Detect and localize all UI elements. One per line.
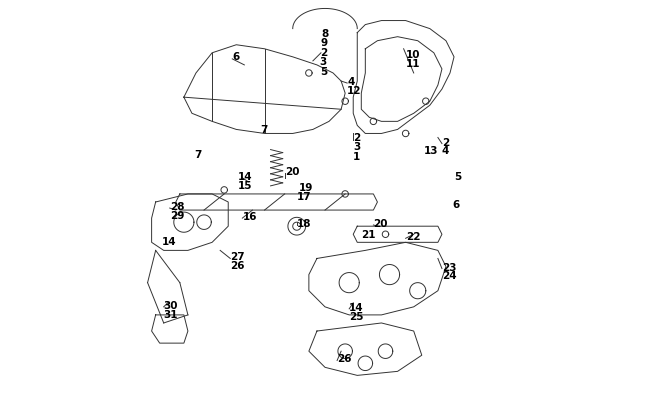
Text: 8: 8 xyxy=(321,29,328,38)
Text: 2: 2 xyxy=(442,137,449,147)
Text: 5: 5 xyxy=(454,171,462,181)
Text: 21: 21 xyxy=(361,230,376,240)
Text: 29: 29 xyxy=(170,210,184,220)
Text: 30: 30 xyxy=(164,300,178,310)
Text: 24: 24 xyxy=(442,271,456,281)
Text: 20: 20 xyxy=(285,166,299,176)
Text: 5: 5 xyxy=(320,67,327,77)
Text: 18: 18 xyxy=(297,219,311,229)
Text: 2: 2 xyxy=(320,48,327,58)
Text: 19: 19 xyxy=(299,182,313,192)
Text: 13: 13 xyxy=(424,145,438,155)
Text: 25: 25 xyxy=(349,311,364,321)
Text: 11: 11 xyxy=(406,59,420,69)
Text: 20: 20 xyxy=(373,218,388,228)
Text: 9: 9 xyxy=(321,38,328,48)
Text: 7: 7 xyxy=(261,125,268,135)
Text: 26: 26 xyxy=(337,354,352,364)
Text: 4: 4 xyxy=(347,77,354,87)
Text: 3: 3 xyxy=(353,142,361,152)
Text: 27: 27 xyxy=(230,252,245,262)
Text: 6: 6 xyxy=(452,200,460,209)
Text: 6: 6 xyxy=(232,52,239,62)
Text: 16: 16 xyxy=(242,211,257,222)
Text: 10: 10 xyxy=(406,49,420,60)
Text: 14: 14 xyxy=(162,237,176,247)
Text: 28: 28 xyxy=(170,202,184,211)
Text: 12: 12 xyxy=(347,86,361,96)
Text: 7: 7 xyxy=(194,150,202,160)
Text: 1: 1 xyxy=(353,151,361,161)
Text: 2: 2 xyxy=(353,133,361,143)
Text: 22: 22 xyxy=(406,232,420,242)
Text: 3: 3 xyxy=(320,57,327,67)
Text: 14: 14 xyxy=(239,171,253,181)
Text: 17: 17 xyxy=(297,192,311,201)
Text: 23: 23 xyxy=(442,262,456,272)
Text: 4: 4 xyxy=(442,146,449,156)
Text: 15: 15 xyxy=(239,180,253,190)
Text: 14: 14 xyxy=(349,302,364,312)
Text: 26: 26 xyxy=(230,261,245,271)
Text: 31: 31 xyxy=(164,309,178,319)
